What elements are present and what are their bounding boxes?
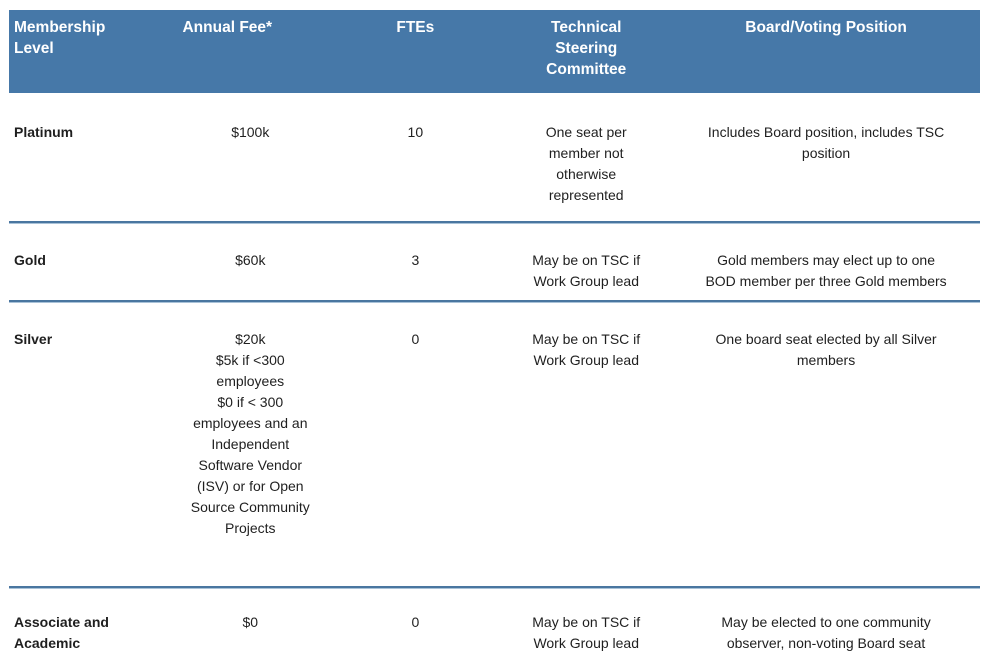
row-divider xyxy=(9,221,980,224)
table-header-row: Membership Level Annual Fee* FTEs Techni… xyxy=(9,10,980,93)
table-row-associate-academic: Associate and Academic $0 0 May be on TS… xyxy=(9,589,980,672)
cell-tsc: May be on TSC if Work Group lead xyxy=(532,614,641,651)
cell-level: Silver xyxy=(14,331,53,347)
cell-level: Platinum xyxy=(14,124,74,140)
membership-table: Membership Level Annual Fee* FTEs Techni… xyxy=(9,10,980,672)
table-row-gold: Gold $60k 3 May be on TSC if Work Group … xyxy=(9,224,980,300)
cell-tsc: May be on TSC if Work Group lead xyxy=(532,331,641,368)
cell-level: Associate and Academic xyxy=(14,614,109,651)
header-cell-membership-level: Membership Level xyxy=(14,19,106,57)
header-cell-annual-fee: Annual Fee* xyxy=(182,19,273,36)
cell-fee: $0 xyxy=(242,614,259,630)
cell-board: One board seat elected by all Silver mem… xyxy=(715,331,937,368)
cell-tsc: May be on TSC if Work Group lead xyxy=(532,252,641,289)
cell-tsc: One seat per member not otherwise repres… xyxy=(545,124,627,203)
header-cell-ftes: FTEs xyxy=(396,19,435,36)
cell-board: Gold members may elect up to one BOD mem… xyxy=(705,252,947,289)
cell-fee: $20k $5k if <300 employees $0 if < 300 e… xyxy=(190,331,310,536)
header-cell-tsc: Technical Steering Committee xyxy=(546,19,627,78)
cell-fee: $100k xyxy=(231,124,270,140)
cell-board: May be elected to one community observer… xyxy=(721,614,931,651)
row-divider xyxy=(9,586,980,589)
cell-level: Gold xyxy=(14,252,46,268)
cell-ftes: 10 xyxy=(407,124,424,140)
cell-board: Includes Board position, includes TSC po… xyxy=(707,124,945,161)
header-cell-board-voting: Board/Voting Position xyxy=(745,19,907,36)
cell-ftes: 3 xyxy=(411,252,420,268)
cell-ftes: 0 xyxy=(411,614,420,630)
cell-fee: $60k xyxy=(235,252,266,268)
table-row-platinum: Platinum $100k 10 One seat per member no… xyxy=(9,93,980,221)
cell-ftes: 0 xyxy=(411,331,420,347)
row-divider xyxy=(9,300,980,303)
table-row-silver: Silver $20k $5k if <300 employees $0 if … xyxy=(9,303,980,586)
